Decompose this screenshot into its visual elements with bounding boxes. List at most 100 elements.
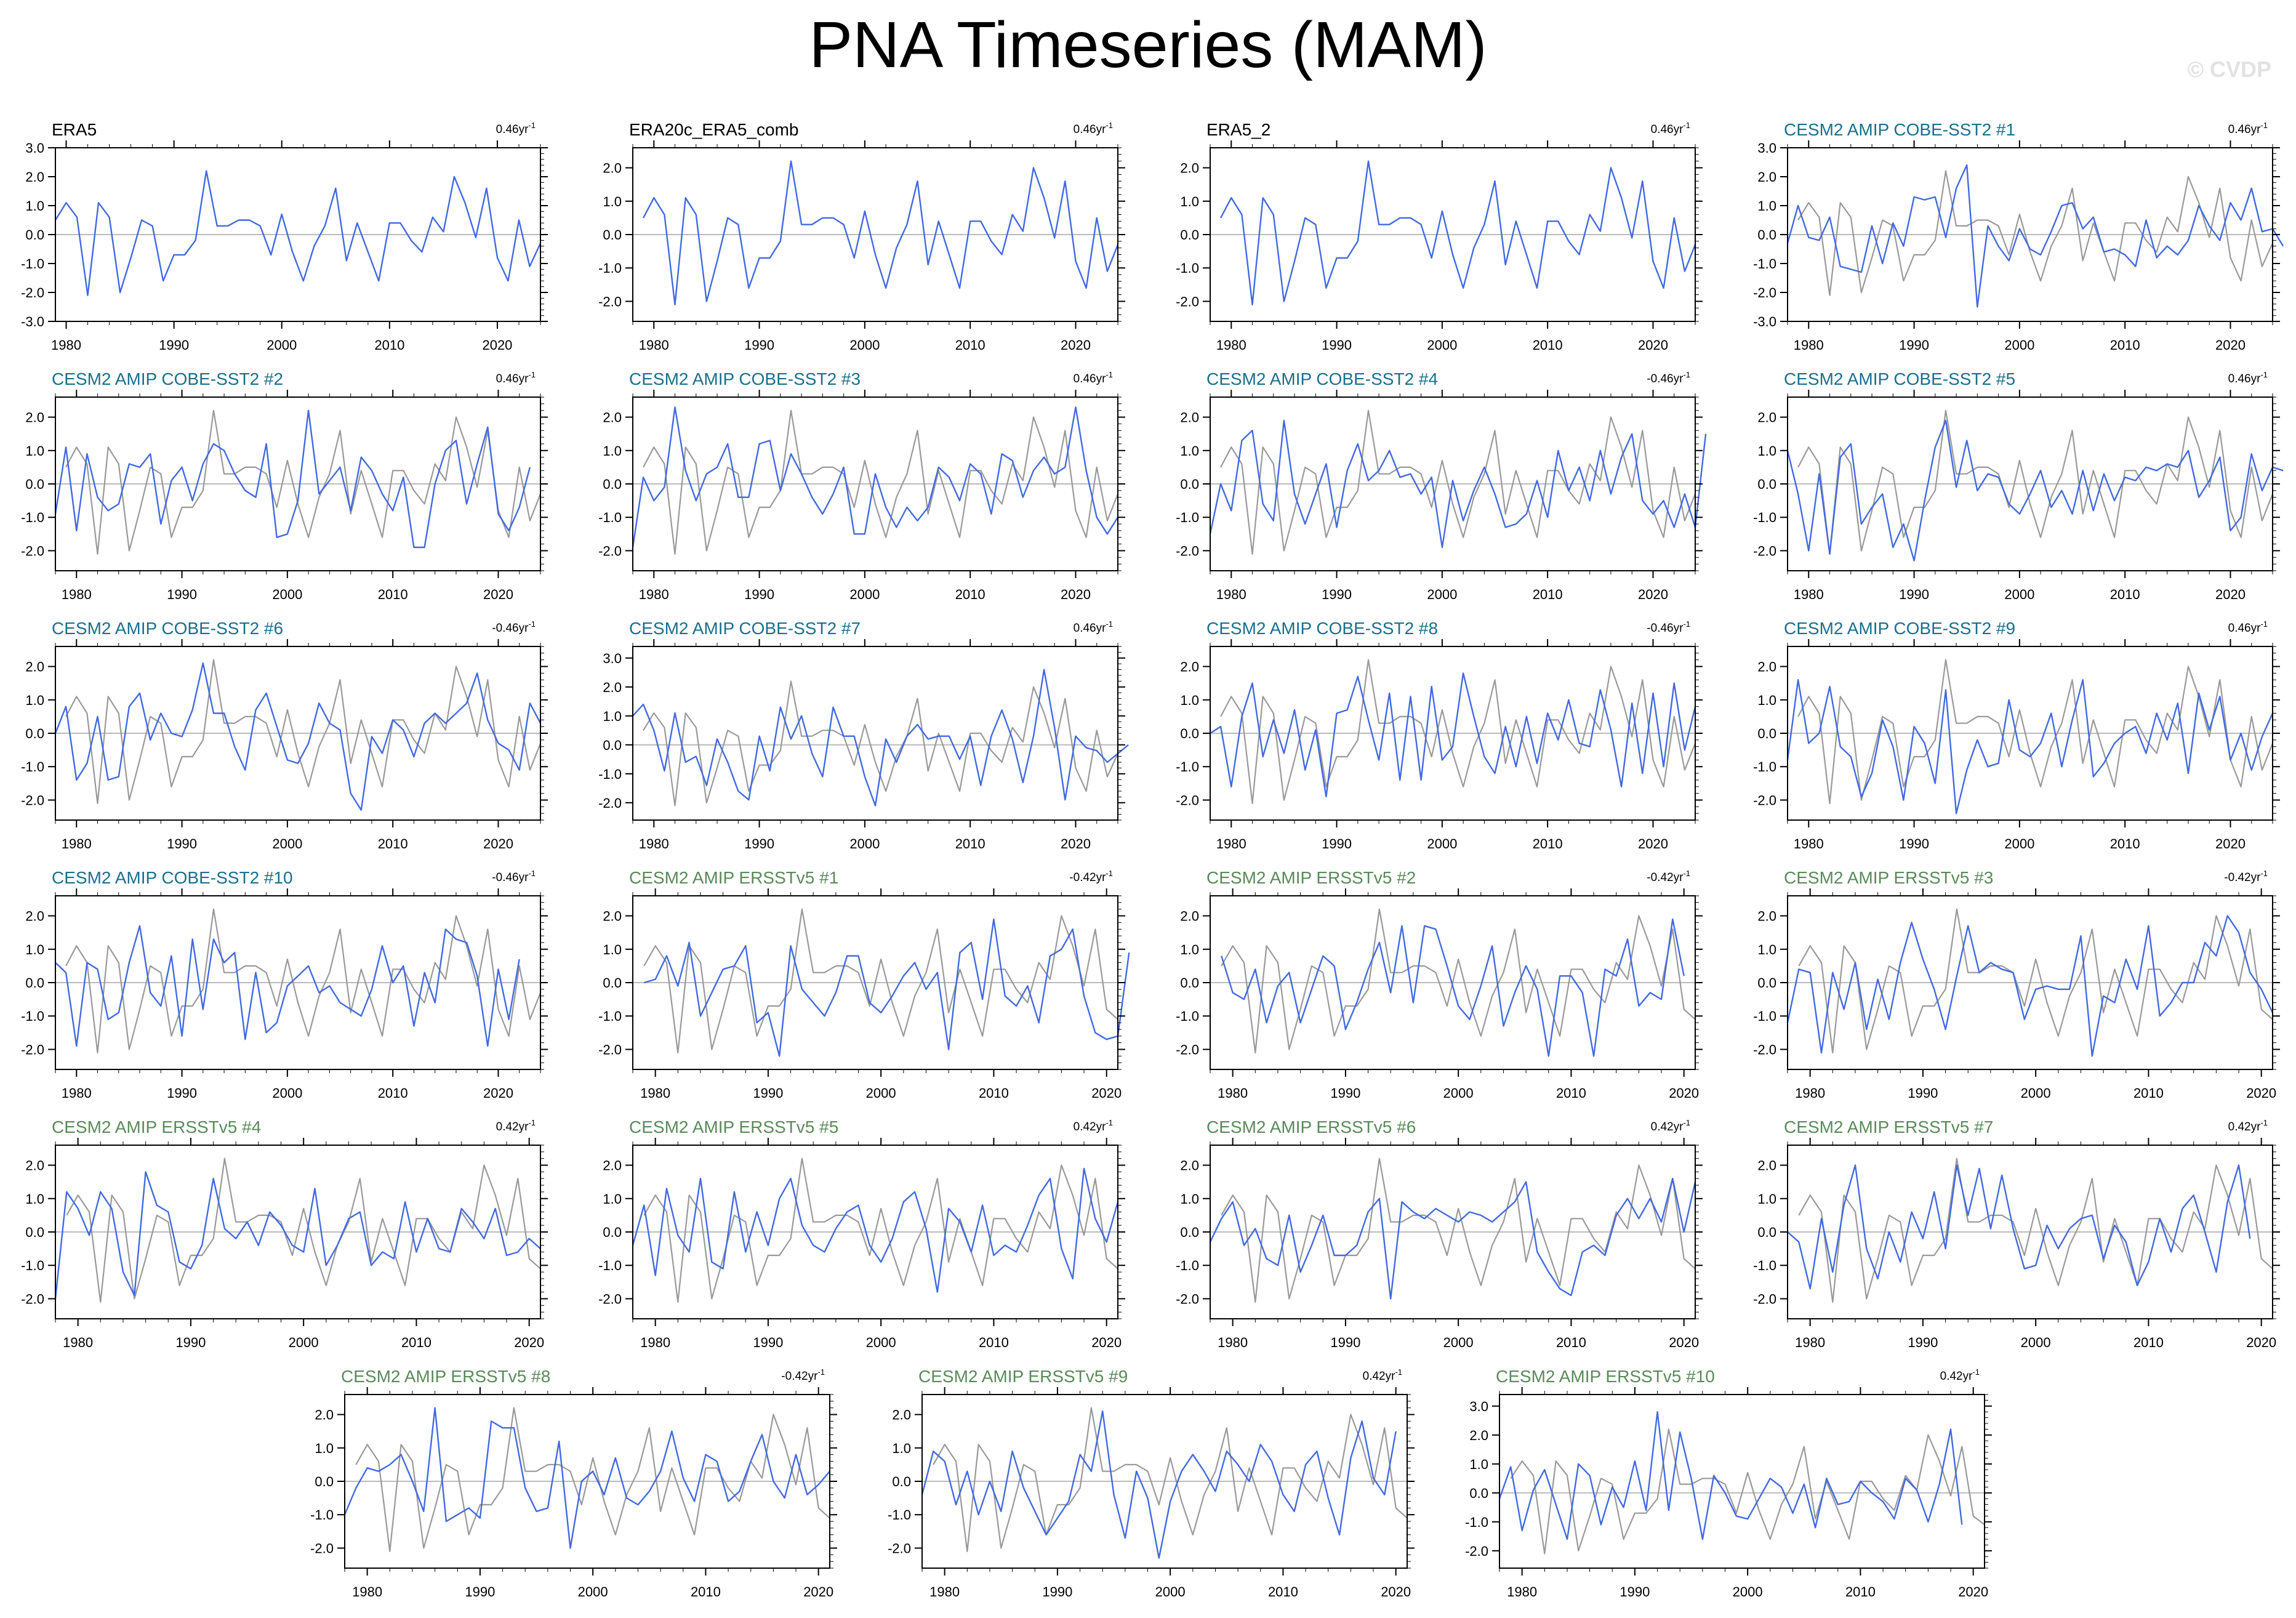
model-series-line [55, 925, 520, 1047]
x-tick-label: 1980 [1795, 1085, 1825, 1101]
x-tick-label: 1980 [63, 1335, 93, 1350]
y-tick-label: -2.0 [21, 1042, 44, 1057]
y-tick-label: 1.0 [1757, 693, 1776, 708]
trend-label: 0.42yr-1 [1363, 1367, 1402, 1383]
x-tick-label: 1980 [1507, 1584, 1537, 1600]
observed-series-line [1797, 409, 2274, 555]
trend-label: -0.42yr-1 [1069, 869, 1113, 884]
y-tick-label: -1.0 [1176, 260, 1199, 276]
y-tick-label: 2.0 [1180, 909, 1199, 924]
x-tick-label: 2020 [2215, 587, 2246, 602]
y-tick-label: 2.0 [1469, 1428, 1488, 1443]
y-tick-label: 2.0 [25, 659, 44, 675]
panel-title: CESM2 AMIP COBE-SST2 #1 [1784, 120, 2015, 139]
panel-title: CESM2 AMIP COBE-SST2 #6 [52, 619, 283, 638]
y-tick-label: 2.0 [315, 1407, 334, 1423]
y-tick-label: -2.0 [21, 543, 44, 558]
x-tick-label: 2010 [955, 836, 985, 851]
y-tick-label: -1.0 [598, 510, 622, 525]
y-tick-label: 0.0 [1757, 1225, 1776, 1240]
x-tick-label: 2010 [1533, 337, 1563, 353]
x-tick-label: 1990 [159, 337, 189, 353]
panel: CESM2 AMIP ERSSTv5 #3 -0.42yr-1 2.0 1.0 0.0 -… [1753, 868, 2280, 1101]
y-tick-label: 3.0 [1469, 1399, 1488, 1414]
x-tick-label: 2010 [955, 337, 985, 353]
y-tick-label: -1.0 [598, 767, 622, 782]
x-tick-label: 2010 [1845, 1584, 1876, 1600]
y-tick-label: -1.0 [598, 1258, 622, 1273]
y-tick-label: 0.0 [1757, 975, 1776, 991]
y-tick-label: 0.0 [603, 738, 622, 753]
x-tick-label: 2020 [1061, 836, 1091, 851]
model-series-line [1786, 678, 2274, 815]
trend-exponent: -1 [2260, 121, 2268, 130]
y-tick-label: 2.0 [603, 410, 622, 425]
y-tick-label: 0.0 [315, 1474, 334, 1489]
trend-exponent: -1 [1683, 869, 1690, 878]
trend-label: -0.46yr-1 [492, 869, 536, 884]
x-tick-label: 2010 [2133, 1335, 2164, 1350]
panel-title: CESM2 AMIP ERSSTv5 #4 [52, 1117, 261, 1137]
y-tick-label: 1.0 [603, 443, 622, 459]
model-series-line [1209, 419, 1707, 549]
model-series-line [1786, 164, 2284, 308]
panel: CESM2 AMIP COBE-SST2 #2 0.46yr-1 2.0 1.0 0.0… [21, 369, 548, 602]
x-tick-label: 1990 [167, 587, 197, 602]
trend-label: 0.46yr-1 [1074, 619, 1113, 635]
panel: CESM2 AMIP ERSSTv5 #7 0.42yr-1 2.0 1.0 0.0 -1… [1753, 1117, 2280, 1350]
y-tick-label: 1.0 [1757, 198, 1776, 214]
x-tick-label: 1980 [352, 1584, 382, 1600]
trend-label: -0.46yr-1 [1647, 370, 1690, 385]
trend-exponent: -1 [1106, 370, 1113, 379]
x-tick-label: 2000 [849, 587, 880, 602]
x-tick-label: 1980 [62, 1085, 92, 1101]
x-tick-label: 1990 [1908, 1335, 1938, 1350]
y-tick-label: -2.0 [1176, 1042, 1199, 1057]
y-tick-label: 0.0 [1180, 726, 1199, 741]
y-tick-label: 2.0 [603, 680, 622, 695]
trend-label: 0.46yr-1 [2228, 121, 2268, 136]
x-tick-label: 2000 [866, 1085, 896, 1101]
observed-series-line [66, 1157, 541, 1303]
panel-title: ERA5 [52, 120, 97, 139]
y-tick-label: -1.0 [21, 759, 44, 775]
x-tick-label: 2010 [1268, 1584, 1298, 1600]
x-tick-label: 1990 [1330, 1085, 1360, 1101]
x-tick-label: 1980 [639, 836, 669, 851]
y-tick-label: 1.0 [892, 1441, 911, 1456]
x-tick-label: 2000 [1443, 1085, 1474, 1101]
y-tick-label: -2.0 [598, 1042, 622, 1057]
model-series-line [343, 1407, 830, 1549]
x-tick-label: 1980 [640, 1085, 670, 1101]
x-tick-label: 1990 [175, 1335, 206, 1350]
x-tick-label: 2020 [1638, 337, 1668, 353]
y-tick-label: -2.0 [888, 1540, 911, 1556]
panel: ERA5 0.46yr-1 3.0 2.0 1.0 0.0 -1.0 -2.0 -3.0 1980… [21, 120, 548, 353]
x-tick-label: 2010 [401, 1335, 432, 1350]
x-tick-label: 1980 [62, 836, 92, 851]
panel: CESM2 AMIP COBE-SST2 #9 0.46yr-1 2.0 1.0 0.0… [1753, 619, 2280, 851]
panel: ERA20c_ERA5_comb 0.46yr-1 2.0 1.0 0.0 -1.0 -2.… [598, 120, 1125, 353]
x-tick-label: 2000 [1427, 337, 1457, 353]
panel: CESM2 AMIP COBE-SST2 #8 -0.46yr-1 2.0 1.0 0.… [1176, 619, 1703, 851]
y-tick-label: -1.0 [598, 260, 622, 276]
y-tick-label: 1.0 [315, 1441, 334, 1456]
panel-title: CESM2 AMIP ERSSTv5 #5 [629, 1117, 838, 1137]
x-tick-label: 2000 [1427, 587, 1457, 602]
y-tick-label: 2.0 [1757, 410, 1776, 425]
y-tick-label: -1.0 [1753, 1258, 1776, 1273]
y-tick-label: -2.0 [598, 795, 622, 811]
observed-series-line [1798, 1157, 2273, 1303]
trend-label: 0.42yr-1 [2228, 1118, 2268, 1133]
trend-label: -0.42yr-1 [1647, 869, 1690, 884]
y-tick-label: 2.0 [603, 1158, 622, 1173]
observed-series-line [643, 409, 1119, 555]
x-tick-label: 1980 [51, 337, 81, 353]
x-tick-label: 1990 [1322, 337, 1352, 353]
model-series-line [643, 918, 1130, 1057]
y-tick-label: 2.0 [25, 909, 44, 924]
model-series-line [1498, 1411, 1963, 1540]
y-tick-label: -2.0 [21, 1291, 44, 1306]
y-tick-label: -2.0 [1753, 1042, 1776, 1057]
